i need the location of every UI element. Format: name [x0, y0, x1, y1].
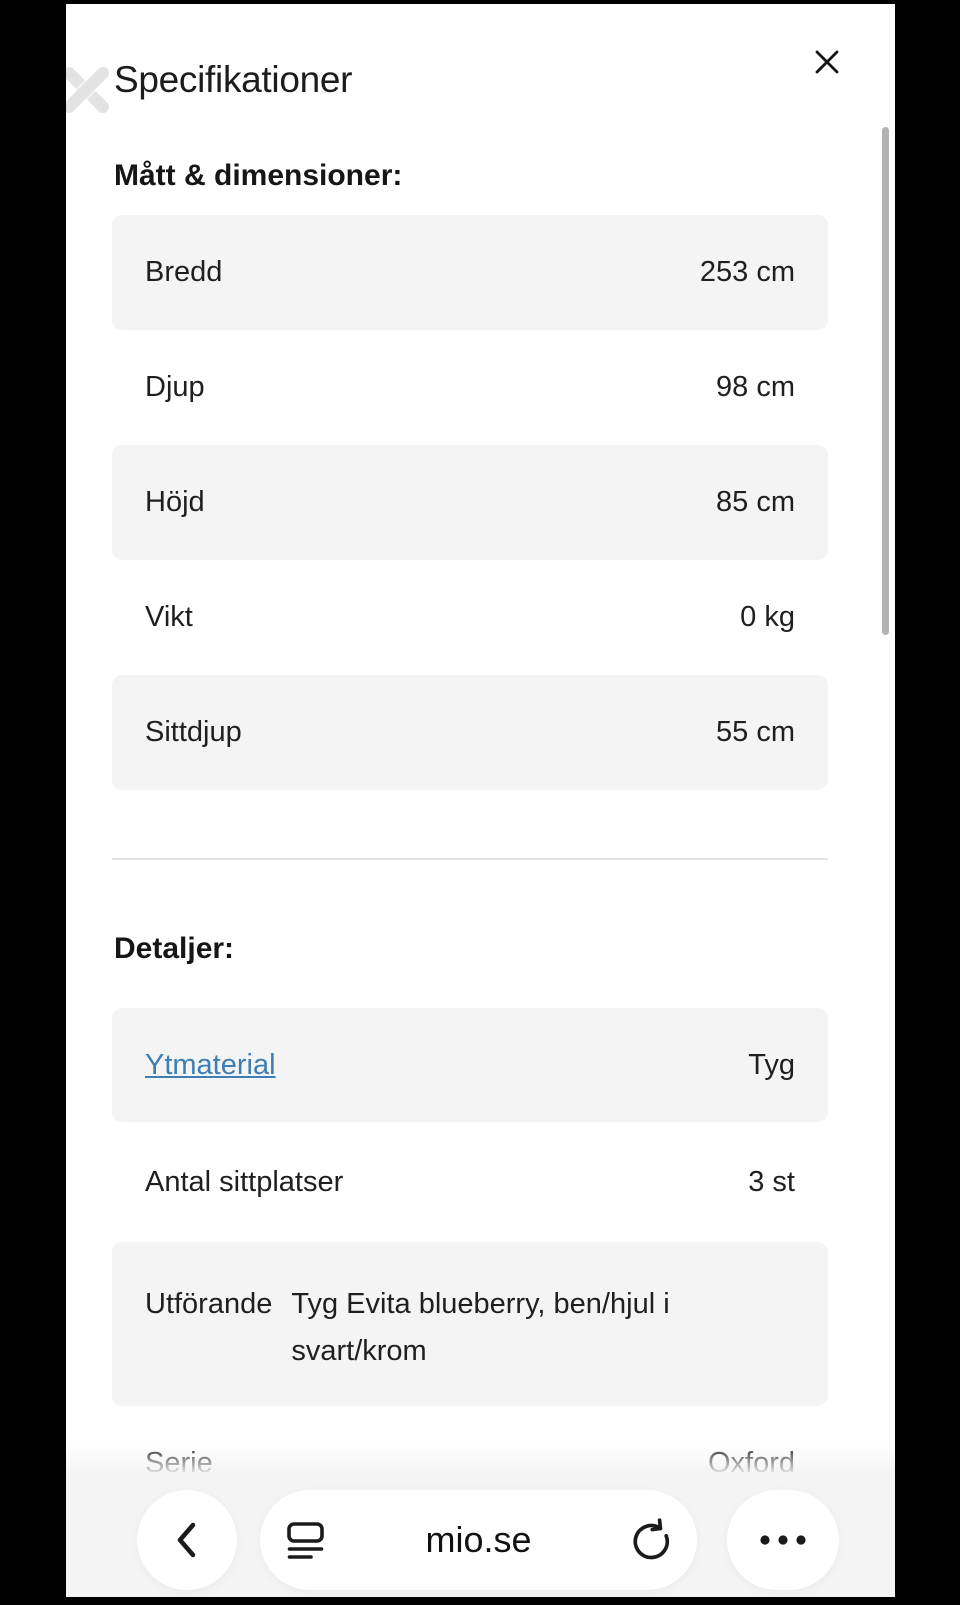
spec-value: 98 cm	[716, 371, 795, 403]
browser-viewport: Specifikationer Mått & dimensioner: Bred…	[66, 4, 895, 1597]
spec-label: Vikt	[145, 601, 193, 633]
spec-label: Höjd	[145, 486, 205, 518]
spec-label: Bredd	[145, 256, 223, 288]
spec-label: Antal sittplatser	[145, 1165, 344, 1198]
table-row: Vikt 0 kg	[112, 560, 828, 675]
spec-value: 55 cm	[716, 716, 795, 748]
table-row: Utförande Tyg Evita blueberry, ben/hjul …	[112, 1242, 828, 1406]
back-button[interactable]	[137, 1490, 237, 1590]
spec-value: Tyg Evita blueberry, ben/hjul i svart/kr…	[291, 1288, 670, 1367]
section-divider	[112, 858, 828, 860]
reload-icon	[629, 1517, 673, 1563]
spec-value: 85 cm	[716, 486, 795, 518]
table-row: Djup 98 cm	[112, 330, 828, 445]
section-heading-dimensions: Mått & dimensioner:	[114, 158, 403, 192]
ytmaterial-link[interactable]: Ytmaterial	[145, 1048, 276, 1081]
table-row: Bredd 253 cm	[112, 215, 828, 330]
close-icon	[813, 48, 841, 76]
reader-view-icon	[286, 1519, 326, 1561]
page-title: Specifikationer	[114, 58, 353, 100]
dimensions-table: Bredd 253 cm Djup 98 cm Höjd 85 cm Vikt …	[112, 215, 828, 790]
table-row: Höjd 85 cm	[112, 445, 828, 560]
table-row: Ytmaterial Tyg	[112, 1008, 828, 1122]
chevron-left-icon	[169, 1516, 205, 1564]
reader-view-button[interactable]	[286, 1490, 326, 1590]
spec-value: 0 kg	[740, 601, 795, 633]
ellipsis-icon	[758, 1534, 808, 1546]
table-row: Sittdjup 55 cm	[112, 675, 828, 790]
reload-button[interactable]	[629, 1490, 673, 1590]
spec-value: 3 st	[748, 1165, 795, 1198]
address-bar[interactable]: mio.se	[260, 1490, 697, 1590]
spec-label: Sittdjup	[145, 716, 242, 748]
more-button[interactable]	[727, 1490, 839, 1590]
scrollbar-thumb[interactable]	[882, 127, 889, 635]
table-row: Antal sittplatser 3 st	[112, 1122, 828, 1242]
section-heading-details: Detaljer:	[114, 931, 235, 965]
spec-value: Tyg	[748, 1048, 795, 1081]
spec-value: 253 cm	[699, 256, 795, 288]
spec-label: Utförande	[145, 1288, 273, 1320]
details-table: Ytmaterial Tyg Antal sittplatser 3 st Ut…	[112, 1008, 828, 1521]
spec-label: Djup	[145, 371, 205, 403]
close-button[interactable]	[809, 44, 845, 80]
url-field[interactable]: mio.se	[425, 1519, 532, 1560]
watermark-close-icon	[66, 58, 118, 122]
